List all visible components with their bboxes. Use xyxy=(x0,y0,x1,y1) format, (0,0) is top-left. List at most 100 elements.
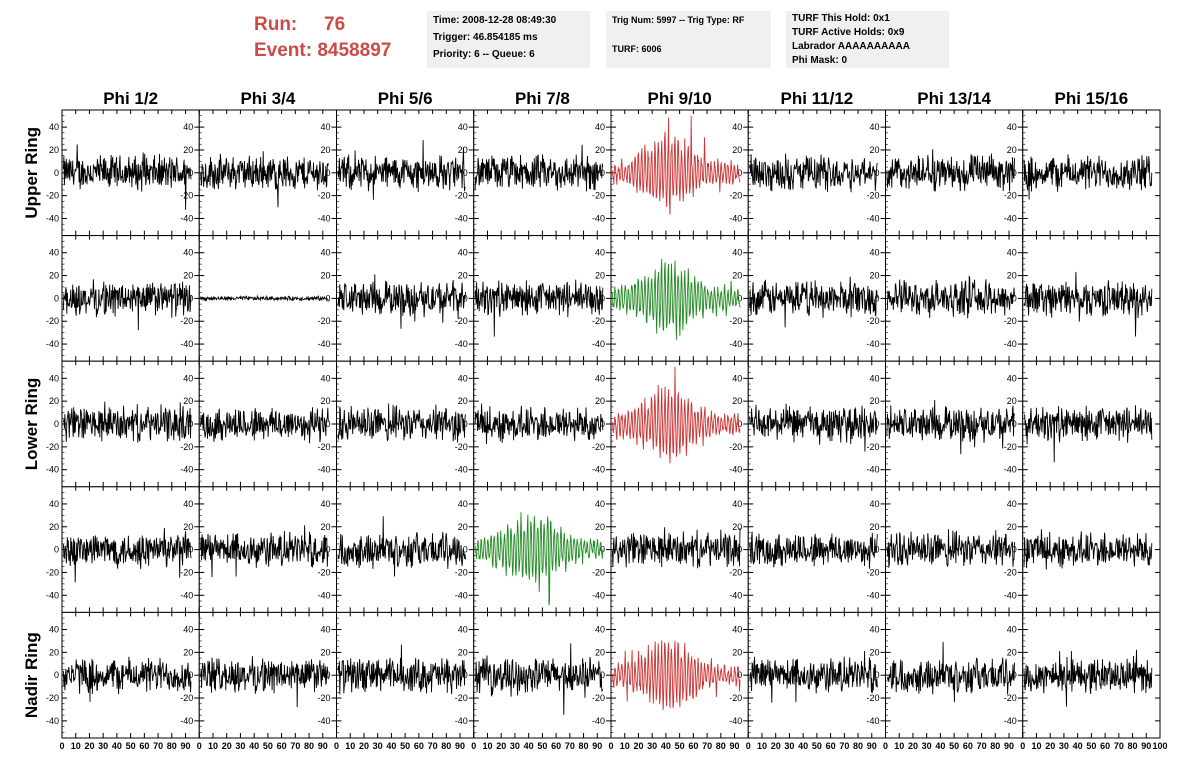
y-tick-label: 20 xyxy=(49,145,59,155)
x-tick-label: 40 xyxy=(661,741,671,751)
y-tick-label: -40 xyxy=(729,213,742,223)
y-tick-label: -20 xyxy=(317,567,330,577)
y-tick-label: -20 xyxy=(1004,693,1017,703)
y-tick-label: -20 xyxy=(866,567,879,577)
y-tick-label: 40 xyxy=(320,248,330,258)
y-tick-label: 0 xyxy=(874,293,879,303)
y-tick-label: 20 xyxy=(732,271,742,281)
y-tick-label: -20 xyxy=(729,693,742,703)
x-tick-label: 50 xyxy=(263,741,273,751)
y-tick-label: 40 xyxy=(869,122,879,132)
x-tick-label: 40 xyxy=(386,741,396,751)
event-label: Event: xyxy=(254,40,313,61)
y-tick-label: 20 xyxy=(458,522,468,532)
y-tick-label: -20 xyxy=(455,567,468,577)
y-tick-label: 40 xyxy=(1007,122,1017,132)
x-tick-label: 90 xyxy=(1141,741,1151,751)
waveform-trace xyxy=(337,274,466,329)
y-tick-label: -20 xyxy=(455,191,468,201)
y-tick-label: 20 xyxy=(869,145,879,155)
column-title: Phi 3/4 xyxy=(240,89,295,108)
x-tick-label: 40 xyxy=(112,741,122,751)
y-tick-label: -20 xyxy=(46,442,59,452)
y-tick-label: -20 xyxy=(46,693,59,703)
x-tick-label: 60 xyxy=(688,741,698,751)
y-tick-label: -40 xyxy=(46,716,59,726)
y-tick-label: -40 xyxy=(317,716,330,726)
y-tick-label: 40 xyxy=(595,373,605,383)
waveform-trace xyxy=(886,641,1015,703)
x-tick-label: 50 xyxy=(949,741,959,751)
x-tick-label: 70 xyxy=(565,741,575,751)
waveform-trace xyxy=(749,276,878,328)
y-tick-label: 40 xyxy=(732,499,742,509)
y-tick-label: 0 xyxy=(737,670,742,680)
y-tick-label: 0 xyxy=(463,168,468,178)
y-tick-label: 40 xyxy=(49,248,59,258)
y-tick-label: -40 xyxy=(455,716,468,726)
x-tick-label: 30 xyxy=(1059,741,1069,751)
y-tick-label: 40 xyxy=(458,373,468,383)
y-tick-label: 20 xyxy=(49,647,59,657)
y-tick-label: 20 xyxy=(320,271,330,281)
y-tick-label: -40 xyxy=(180,339,193,349)
y-tick-label: 40 xyxy=(320,625,330,635)
priority-text: Priority: 6 -- Queue: 6 xyxy=(433,49,535,60)
y-tick-label: -40 xyxy=(592,213,605,223)
y-tick-label: -20 xyxy=(317,316,330,326)
event-value: 8458897 xyxy=(317,40,392,61)
y-tick-label: 0 xyxy=(737,168,742,178)
column-title: Phi 9/10 xyxy=(647,89,711,108)
trigger-text: Trigger: 46.854185 ms xyxy=(433,32,538,43)
waveform-trace xyxy=(200,407,329,444)
y-tick-label: -40 xyxy=(866,213,879,223)
y-tick-label: -20 xyxy=(180,442,193,452)
phi-mask-text: Phi Mask: 0 xyxy=(792,55,848,66)
y-tick-label: 40 xyxy=(183,499,193,509)
waveform-trace xyxy=(474,144,604,192)
labrador-text: Labrador AAAAAAAAAA xyxy=(792,41,910,52)
y-tick-label: -20 xyxy=(180,567,193,577)
y-tick-label: -40 xyxy=(729,339,742,349)
trig-num-text: Trig Num: 5997 -- Trig Type: RF xyxy=(612,15,745,25)
y-tick-label: 40 xyxy=(320,373,330,383)
y-tick-label: 0 xyxy=(188,670,193,680)
x-tick-label: 90 xyxy=(181,741,191,751)
waveform-trace xyxy=(886,149,1015,192)
y-tick-label: -20 xyxy=(866,191,879,201)
waveform-trace xyxy=(611,366,741,464)
y-tick-label: 40 xyxy=(595,625,605,635)
x-tick-label: 60 xyxy=(826,741,836,751)
y-tick-label: 40 xyxy=(49,122,59,132)
y-tick-label: 20 xyxy=(1007,396,1017,406)
x-tick-label: 30 xyxy=(922,741,932,751)
y-tick-label: -20 xyxy=(592,316,605,326)
y-tick-label: 40 xyxy=(1007,373,1017,383)
y-tick-label: -40 xyxy=(729,465,742,475)
waveform-trace xyxy=(749,531,878,569)
y-tick-label: 40 xyxy=(458,122,468,132)
y-tick-label: 20 xyxy=(183,647,193,657)
x-tick-label: 10 xyxy=(757,741,767,751)
y-tick-label: 20 xyxy=(183,522,193,532)
y-tick-label: 20 xyxy=(49,396,59,406)
y-tick-label: 0 xyxy=(325,419,330,429)
row-label: Upper Ring xyxy=(22,127,41,219)
y-tick-label: -40 xyxy=(180,716,193,726)
y-tick-label: -40 xyxy=(46,213,59,223)
y-tick-label: -20 xyxy=(46,316,59,326)
y-tick-label: -40 xyxy=(866,339,879,349)
x-tick-label: 60 xyxy=(277,741,287,751)
y-tick-label: -20 xyxy=(729,567,742,577)
y-tick-label: 40 xyxy=(732,248,742,258)
x-tick-label: 70 xyxy=(839,741,849,751)
waveform-trace xyxy=(62,144,192,210)
y-tick-label: -20 xyxy=(180,693,193,703)
run-label: Run: xyxy=(254,14,298,35)
y-tick-label: 40 xyxy=(1007,248,1017,258)
column-title: Phi 13/14 xyxy=(917,89,991,108)
row-label: Nadir Ring xyxy=(22,632,41,718)
y-tick-label: -40 xyxy=(1004,716,1017,726)
y-tick-label: 20 xyxy=(320,145,330,155)
